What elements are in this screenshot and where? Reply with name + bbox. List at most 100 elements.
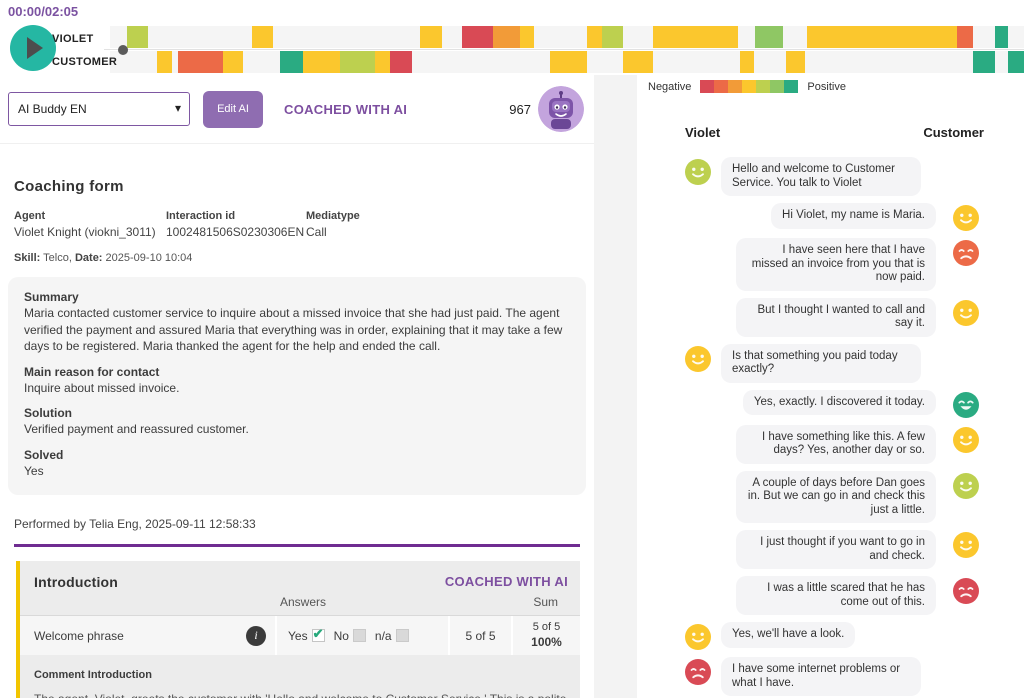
sentiment-segment[interactable]: [303, 51, 340, 73]
section-divider: [14, 544, 580, 548]
sentiment-segment[interactable]: [223, 51, 243, 73]
chat-message: I have some internet problems or what I …: [685, 657, 979, 696]
sentiment-frown-icon: [953, 240, 979, 266]
introduction-coached-badge: COACHED WITH AI: [444, 574, 568, 590]
sentiment-smile-icon: [685, 159, 711, 185]
sentiment-segment[interactable]: [252, 26, 273, 48]
info-icon[interactable]: i: [246, 625, 266, 646]
sentiment-segment[interactable]: [957, 26, 973, 48]
chat-messages: Hello and welcome to Customer Service. Y…: [637, 157, 1024, 698]
sentiment-segment[interactable]: [623, 51, 653, 73]
play-button[interactable]: [10, 25, 56, 71]
sum-percent: 100%: [531, 635, 562, 650]
form-field: Mediatype Call: [306, 210, 360, 239]
sentiment-segment[interactable]: [178, 51, 223, 73]
coaching-toolbar: AI Buddy EN ▾ Edit AI COACHED WITH AI 96…: [0, 75, 594, 144]
legend-color-block: [700, 80, 715, 93]
checkbox-checked-icon[interactable]: [311, 626, 325, 643]
sentiment-smile-icon: [685, 345, 711, 372]
sentiment-segment[interactable]: [390, 51, 412, 73]
comment-textarea[interactable]: The agent, Violet, greets the customer w…: [34, 691, 574, 698]
chat-bubble[interactable]: I have seen here that I have missed an i…: [736, 238, 936, 291]
sentiment-segment[interactable]: [602, 26, 623, 48]
chat-bubble[interactable]: A couple of days before Dan goes in. But…: [736, 470, 936, 523]
chat-message: Yes, exactly. I discovered it today.: [685, 389, 979, 418]
chat-bubble[interactable]: I have something like this. A few days? …: [736, 424, 936, 464]
chat-bubble[interactable]: Hi Violet, my name is Maria.: [771, 203, 936, 229]
field-label: Interaction id: [166, 210, 236, 222]
chevron-down-icon: ▾: [174, 101, 181, 115]
sentiment-segment[interactable]: [462, 26, 493, 48]
sentiment-segment[interactable]: [280, 51, 303, 73]
summary-section: Main reason for contact Inquire about mis…: [24, 365, 570, 397]
chat-bubble[interactable]: Hello and welcome to Customer Service. Y…: [721, 157, 921, 196]
answer-option-label: Yes: [288, 628, 308, 643]
sentiment-segment[interactable]: [340, 51, 375, 73]
chat-message: Is that something you paid today exactly…: [685, 343, 979, 383]
answer-option-label: No: [333, 628, 349, 643]
answers-column-header: Answers: [280, 595, 327, 610]
sentiment-segment[interactable]: [755, 26, 783, 48]
sentiment-frown-icon: [685, 659, 711, 685]
comment-label: Comment Introduction: [34, 669, 152, 682]
sentiment-segment[interactable]: [375, 51, 390, 73]
answer-options-cell: Yes No n/a: [275, 616, 448, 656]
sentiment-segment[interactable]: [157, 51, 172, 73]
sentiment-segment[interactable]: [1008, 51, 1024, 73]
chat-bubble[interactable]: Yes, we'll have a look.: [721, 622, 856, 648]
sentiment-segment[interactable]: [127, 26, 148, 48]
sentiment-segment[interactable]: [587, 26, 602, 48]
date-value: 2025-09-10 10:04: [105, 252, 193, 264]
introduction-section: Introduction COACHED WITH AI Answers Sum…: [16, 561, 580, 698]
chat-message: I have something like this. A few days? …: [685, 424, 979, 464]
play-icon: [27, 37, 43, 59]
sentiment-segment[interactable]: [493, 26, 520, 48]
sum-fraction: 5 of 5: [532, 621, 561, 634]
legend-color-block: [784, 80, 799, 93]
ai-profile-selected-value: AI Buddy EN: [18, 102, 87, 116]
edit-ai-button[interactable]: Edit AI: [203, 90, 263, 128]
chat-message: I just thought if you want to go in and …: [685, 530, 979, 569]
checkbox-icon[interactable]: [395, 629, 409, 643]
sentiment-smile-icon: [953, 299, 979, 326]
chat-message: Hello and welcome to Customer Service. Y…: [685, 157, 979, 196]
sentiment-segment[interactable]: [740, 51, 754, 73]
chat-bubble[interactable]: Is that something you paid today exactly…: [721, 343, 921, 383]
sentiment-segment[interactable]: [973, 51, 995, 73]
summary-section-label: Solution: [24, 406, 72, 421]
skill-label: Skill:: [14, 252, 41, 264]
chat-bubble[interactable]: I was a little scared that he has come o…: [736, 576, 936, 615]
chat-message: I have seen here that I have missed an i…: [685, 238, 979, 291]
legend-color-block: [770, 80, 785, 93]
sentiment-segment[interactable]: [995, 26, 1008, 48]
legend-color-block: [728, 80, 743, 93]
form-field: Agent Violet Knight (viokni_3011): [14, 210, 166, 239]
playhead-handle[interactable]: [118, 45, 128, 55]
ai-profile-select[interactable]: AI Buddy EN ▾: [8, 92, 190, 126]
summary-section-text: Maria contacted customer service to inqu…: [24, 306, 563, 354]
sentiment-smile-icon: [953, 532, 979, 558]
sentiment-smile-icon: [685, 624, 711, 650]
sentiment-segment[interactable]: [550, 51, 587, 73]
sentiment-segment[interactable]: [420, 26, 442, 48]
coaching-form-title: Coaching form: [14, 178, 124, 195]
comment-section: Comment Introduction The agent, Violet, …: [20, 655, 580, 698]
playback-time: 00:00/02:05: [8, 4, 79, 19]
chat-bubble[interactable]: I just thought if you want to go in and …: [736, 530, 936, 569]
sentiment-timeline[interactable]: VIOLET CUSTOMER: [0, 22, 1024, 75]
checkbox-icon[interactable]: [352, 629, 366, 643]
field-value: Violet Knight (viokni_3011): [14, 225, 156, 239]
sum-column-header: Sum: [533, 595, 558, 610]
chat-bubble[interactable]: But I thought I wanted to call and say i…: [736, 297, 936, 337]
sentiment-smile-icon: [953, 472, 979, 499]
chat-bubble[interactable]: Yes, exactly. I discovered it today.: [742, 389, 936, 415]
summary-section: Solution Verified payment and reassured c…: [24, 406, 570, 438]
sentiment-segment[interactable]: [520, 26, 534, 48]
chat-bubble[interactable]: I have some internet problems or what I …: [721, 657, 921, 696]
sentiment-segment[interactable]: [807, 26, 957, 48]
legend-color-block: [756, 80, 771, 93]
sentiment-scale-icon: [700, 80, 799, 93]
sentiment-segment[interactable]: [786, 51, 805, 73]
coaching-panel: AI Buddy EN ▾ Edit AI COACHED WITH AI 96…: [0, 75, 594, 698]
sentiment-segment[interactable]: [653, 26, 738, 48]
